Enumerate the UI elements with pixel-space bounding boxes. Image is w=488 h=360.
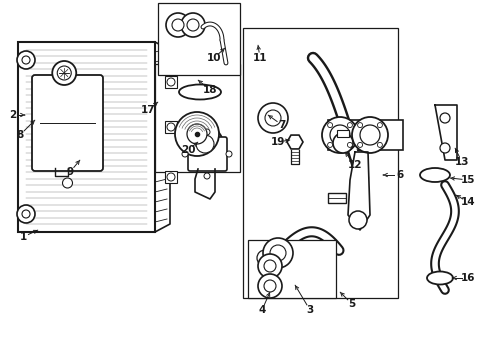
- Bar: [164, 76, 177, 88]
- Text: 6: 6: [396, 170, 403, 180]
- Ellipse shape: [419, 168, 449, 182]
- Text: 12: 12: [347, 160, 362, 170]
- Circle shape: [329, 125, 349, 145]
- Circle shape: [165, 13, 190, 37]
- Circle shape: [186, 124, 206, 144]
- Circle shape: [17, 205, 35, 223]
- Circle shape: [439, 143, 449, 153]
- FancyBboxPatch shape: [32, 75, 103, 171]
- Text: 14: 14: [460, 197, 474, 207]
- Text: 19: 19: [270, 137, 285, 147]
- Circle shape: [167, 173, 175, 181]
- Circle shape: [167, 78, 175, 86]
- Text: 11: 11: [252, 53, 267, 63]
- Circle shape: [250, 244, 279, 272]
- Bar: [158, 3, 240, 75]
- Circle shape: [327, 143, 332, 147]
- Text: 17: 17: [141, 105, 155, 115]
- Circle shape: [203, 173, 209, 179]
- Text: 4: 4: [258, 305, 265, 315]
- Circle shape: [225, 151, 231, 157]
- Circle shape: [62, 178, 72, 188]
- Circle shape: [359, 125, 379, 145]
- Text: 1: 1: [20, 232, 26, 242]
- Polygon shape: [434, 105, 456, 160]
- Circle shape: [321, 117, 357, 153]
- FancyBboxPatch shape: [187, 137, 226, 171]
- Text: 16: 16: [460, 273, 474, 283]
- Ellipse shape: [426, 271, 452, 284]
- Circle shape: [332, 133, 352, 153]
- Circle shape: [377, 123, 382, 127]
- Circle shape: [203, 129, 209, 135]
- Circle shape: [377, 143, 382, 147]
- Text: 5: 5: [347, 299, 355, 309]
- Circle shape: [175, 112, 219, 156]
- Text: 8: 8: [16, 130, 23, 140]
- Ellipse shape: [179, 85, 221, 99]
- Circle shape: [258, 254, 282, 278]
- Circle shape: [52, 61, 76, 85]
- Text: 18: 18: [203, 85, 217, 95]
- Circle shape: [346, 123, 352, 127]
- Polygon shape: [286, 135, 303, 149]
- Bar: [247, 240, 335, 298]
- Bar: [243, 28, 397, 298]
- Circle shape: [186, 126, 223, 162]
- Bar: [164, 171, 177, 183]
- Circle shape: [258, 103, 287, 133]
- Bar: [327, 120, 402, 150]
- Circle shape: [17, 51, 35, 69]
- Circle shape: [22, 210, 30, 218]
- Text: 2: 2: [9, 110, 17, 120]
- Bar: [327, 193, 346, 203]
- Bar: [336, 130, 348, 137]
- Text: 3: 3: [306, 305, 313, 315]
- Bar: [18, 42, 155, 232]
- Circle shape: [327, 123, 332, 127]
- Text: 13: 13: [454, 157, 468, 167]
- Circle shape: [269, 245, 285, 261]
- Bar: [155, 64, 240, 172]
- Bar: [164, 121, 177, 133]
- Circle shape: [346, 143, 352, 147]
- Circle shape: [167, 123, 175, 131]
- Circle shape: [172, 19, 183, 31]
- Text: 7: 7: [278, 120, 285, 130]
- Circle shape: [182, 151, 187, 157]
- Circle shape: [258, 274, 282, 298]
- Text: 9: 9: [66, 167, 73, 177]
- Polygon shape: [347, 152, 369, 230]
- Text: 20: 20: [181, 145, 195, 155]
- Text: 10: 10: [206, 53, 221, 63]
- Circle shape: [57, 66, 71, 80]
- Circle shape: [181, 13, 204, 37]
- Circle shape: [439, 113, 449, 123]
- Circle shape: [357, 143, 362, 147]
- Circle shape: [351, 117, 387, 153]
- Circle shape: [257, 250, 272, 266]
- Circle shape: [264, 110, 281, 126]
- Circle shape: [186, 19, 199, 31]
- Circle shape: [348, 211, 366, 229]
- Text: 15: 15: [460, 175, 474, 185]
- Circle shape: [22, 56, 30, 64]
- Circle shape: [264, 280, 275, 292]
- Circle shape: [263, 238, 292, 268]
- Circle shape: [357, 123, 362, 127]
- Circle shape: [264, 260, 275, 272]
- Circle shape: [196, 135, 214, 153]
